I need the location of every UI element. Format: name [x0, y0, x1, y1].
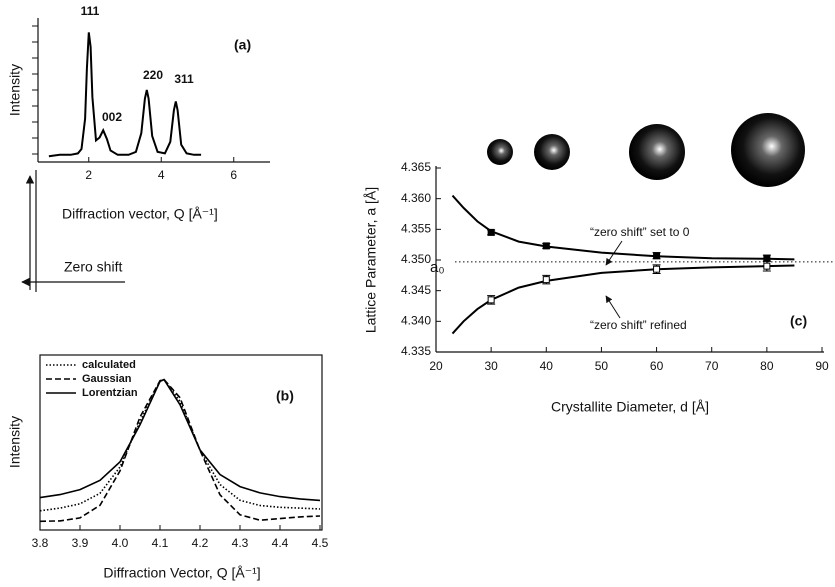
x-tick-label: 3.9 — [72, 536, 89, 550]
x-tick-label: 60 — [650, 359, 664, 373]
x-tick-label: 80 — [760, 359, 774, 373]
x-tick-label: 3.8 — [32, 536, 49, 550]
x-tick-label: 4.1 — [152, 536, 169, 550]
y-tick-label: 4.345 — [401, 283, 431, 297]
y-tick-label: 4.350 — [401, 252, 431, 266]
x-tick-label: 4 — [158, 168, 165, 182]
x-axis-label: Diffraction Vector, Q [Å⁻¹] — [103, 565, 260, 581]
y-axis-label: Intensity — [7, 416, 23, 468]
annotation-arrow — [605, 295, 621, 319]
x-tick-label: 4.5 — [312, 536, 329, 550]
data-line — [39, 378, 321, 523]
particle-image — [629, 124, 685, 180]
reference-label: a₀ — [430, 259, 445, 276]
panel-label: (c) — [790, 313, 807, 329]
zero-shift-label: Zero shift — [64, 259, 122, 275]
y-axis-label: Lattice Parameter, a [Å] — [363, 187, 379, 333]
annotation: “zero shift” refined — [590, 318, 687, 332]
data-point — [487, 296, 495, 304]
data-point — [653, 252, 661, 260]
data-line — [39, 378, 321, 502]
data-point — [542, 276, 550, 284]
x-tick-label: 6 — [230, 168, 237, 182]
peak-label: 002 — [102, 110, 122, 124]
data-point — [763, 254, 771, 262]
data-point — [542, 242, 550, 250]
data-point — [763, 262, 771, 270]
panel-label: (a) — [234, 37, 251, 53]
x-axis-label: Diffraction vector, Q [Å⁻¹] — [62, 206, 218, 222]
peak-label: 220 — [143, 68, 163, 82]
plot-frame — [39, 354, 323, 531]
particle-image — [534, 134, 570, 170]
legend-label: calculated — [82, 359, 136, 371]
peak-label: 311 — [174, 72, 194, 86]
x-tick-label: 20 — [429, 359, 443, 373]
x-tick-label: 40 — [540, 359, 554, 373]
legend-label: Lorentzian — [82, 387, 138, 399]
x-tick-label: 4.0 — [112, 536, 129, 550]
x-tick-label: 2 — [85, 168, 92, 182]
y-tick-label: 4.365 — [401, 160, 431, 174]
data-point — [487, 228, 495, 236]
data-line — [48, 32, 202, 158]
particle-image — [487, 139, 513, 165]
peak-label: 111 — [81, 4, 100, 18]
panel-label: (b) — [276, 388, 294, 404]
x-tick-label: 4.4 — [272, 536, 289, 550]
y-tick-label: 4.335 — [401, 344, 431, 358]
data-point — [653, 265, 661, 273]
legend-label: Gaussian — [82, 373, 132, 385]
x-tick-label: 50 — [595, 359, 609, 373]
y-tick-label: 4.340 — [401, 314, 431, 328]
data-line — [39, 378, 321, 512]
x-tick-label: 70 — [705, 359, 719, 373]
y-axis-label: Intensity — [7, 64, 23, 116]
y-tick-label: 4.355 — [401, 222, 431, 236]
x-tick-label: 90 — [815, 359, 829, 373]
x-axis-label: Crystallite Diameter, d [Å] — [551, 399, 709, 415]
particle-image — [731, 113, 805, 187]
annotation: “zero shift” set to 0 — [590, 225, 690, 239]
x-tick-label: 4.2 — [192, 536, 209, 550]
x-tick-label: 4.3 — [232, 536, 249, 550]
x-tick-label: 30 — [484, 359, 498, 373]
y-tick-label: 4.360 — [401, 191, 431, 205]
